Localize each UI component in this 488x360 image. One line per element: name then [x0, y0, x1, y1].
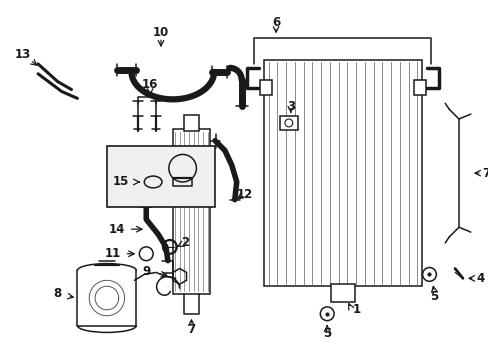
Text: 13: 13 [14, 48, 30, 60]
Text: 5: 5 [429, 289, 438, 302]
Text: 6: 6 [271, 16, 280, 29]
Text: 7: 7 [187, 323, 195, 336]
Bar [264, 60, 421, 286]
Bar [107, 145, 215, 207]
Bar [183, 115, 199, 131]
Text: 7: 7 [482, 167, 488, 180]
Text: 3: 3 [286, 100, 294, 113]
Text: 1: 1 [352, 303, 360, 316]
Bar [330, 284, 354, 302]
Bar [413, 80, 425, 95]
Text: 15: 15 [112, 175, 129, 189]
Text: 11: 11 [104, 247, 121, 260]
Text: 2: 2 [181, 237, 189, 249]
Text: 4: 4 [475, 272, 484, 285]
Text: 16: 16 [142, 78, 158, 91]
Text: 14: 14 [108, 223, 124, 236]
Text: 12: 12 [236, 188, 252, 201]
Bar [172, 129, 210, 294]
Bar [260, 80, 272, 95]
Text: 9: 9 [142, 265, 150, 278]
Bar [280, 116, 297, 130]
Text: 10: 10 [153, 26, 169, 39]
Text: 8: 8 [54, 287, 62, 300]
Text: 5: 5 [323, 327, 331, 340]
